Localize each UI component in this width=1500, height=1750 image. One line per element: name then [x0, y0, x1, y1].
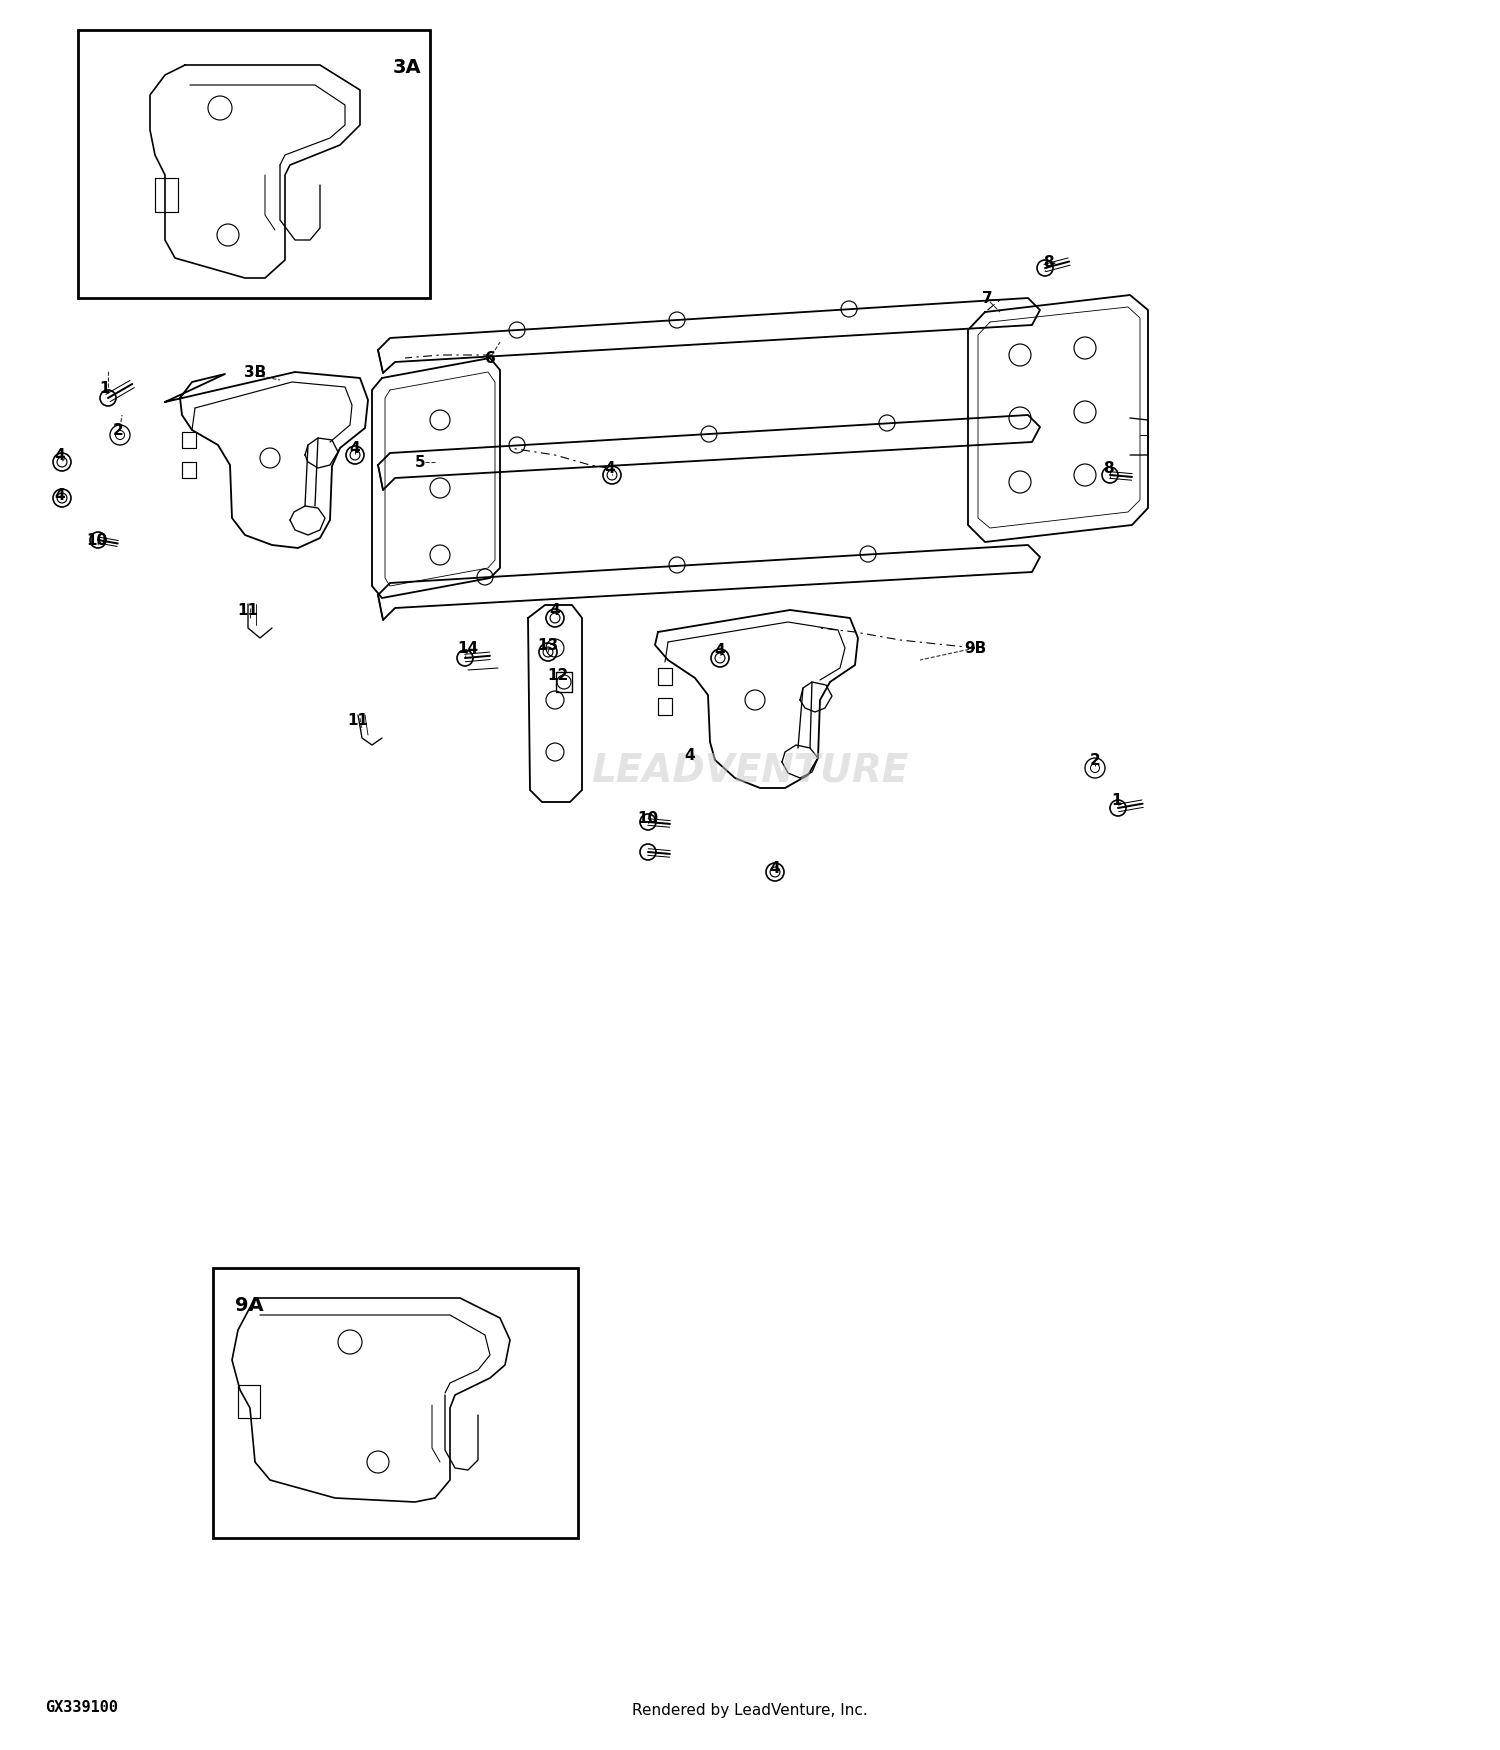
Text: 6: 6: [484, 350, 495, 366]
Text: 2: 2: [1089, 752, 1101, 768]
Text: 4: 4: [549, 602, 561, 618]
Bar: [213, 1269, 578, 1538]
Bar: [78, 30, 430, 298]
Text: 2: 2: [112, 422, 123, 438]
Text: 9A: 9A: [236, 1297, 264, 1314]
Text: 4: 4: [684, 747, 696, 763]
Text: 4: 4: [714, 642, 726, 658]
Text: LEADVENTURE: LEADVENTURE: [591, 751, 909, 789]
Text: 4: 4: [350, 441, 360, 455]
Text: 12: 12: [548, 667, 568, 682]
Text: 3A: 3A: [393, 58, 422, 77]
Text: 3B: 3B: [244, 364, 266, 380]
Text: Rendered by LeadVenture, Inc.: Rendered by LeadVenture, Inc.: [632, 1703, 868, 1718]
Text: 10: 10: [638, 810, 658, 826]
Text: GX339100: GX339100: [45, 1699, 118, 1715]
Text: 11: 11: [348, 712, 369, 728]
Text: 4: 4: [54, 448, 66, 462]
Text: 4: 4: [604, 460, 615, 476]
Text: 13: 13: [537, 637, 558, 653]
Text: 8: 8: [1102, 460, 1113, 476]
Text: 7: 7: [981, 290, 993, 306]
Text: 5: 5: [414, 455, 426, 469]
Text: 10: 10: [87, 532, 108, 548]
Text: 8: 8: [1042, 254, 1053, 270]
Text: 1: 1: [1112, 793, 1122, 807]
Text: 11: 11: [237, 602, 258, 618]
Text: 1: 1: [100, 380, 111, 396]
Text: 14: 14: [458, 640, 478, 656]
Text: 4: 4: [770, 861, 780, 875]
Text: 9B: 9B: [964, 640, 986, 656]
Text: 4: 4: [54, 488, 66, 502]
